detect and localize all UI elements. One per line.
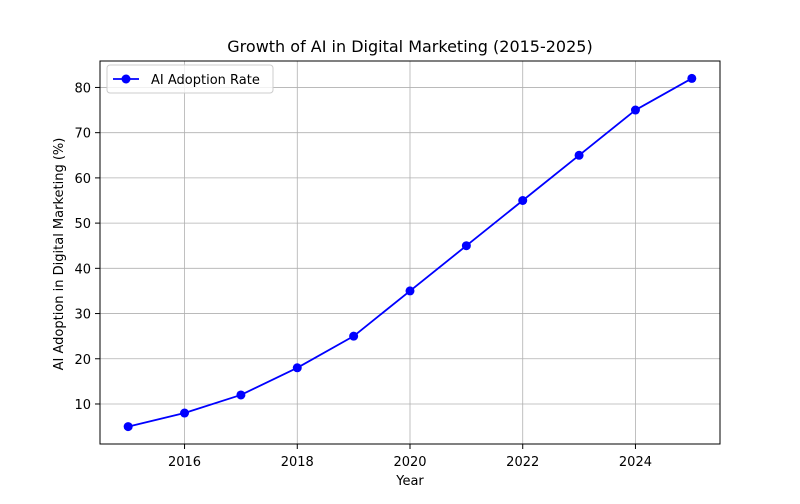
data-point (292, 363, 302, 373)
y-tick-label: 70 (74, 127, 91, 142)
grid (100, 61, 720, 444)
x-tick-label: 2022 (506, 455, 539, 470)
data-point (123, 422, 133, 432)
data-point (574, 150, 584, 160)
data-point (518, 195, 528, 205)
axes (95, 60, 721, 449)
y-tick-label: 30 (74, 308, 91, 323)
x-tick-label: 2024 (619, 455, 652, 470)
series (123, 73, 697, 432)
legend-box (106, 64, 274, 94)
tick-labels: 2016 2018 2020 2022 2024 10 20 30 40 50 60 70 80 (74, 81, 652, 470)
y-tick-label: 80 (74, 81, 91, 96)
y-tick-label: 50 (74, 217, 91, 232)
legend-marker-swatch (121, 74, 131, 84)
legend-label: AI Adoption Rate (151, 73, 260, 88)
x-axis-label: Year (395, 474, 424, 489)
data-point (180, 408, 190, 418)
data-point (349, 331, 359, 341)
x-tick-label: 2020 (393, 455, 426, 470)
data-point (461, 241, 471, 251)
chart-title: Growth of AI in Digital Marketing (2015-… (227, 37, 592, 56)
legend: AI Adoption Rate (106, 64, 274, 94)
data-point (687, 73, 697, 83)
x-tick-label: 2018 (281, 455, 314, 470)
y-tick-label: 10 (74, 398, 91, 413)
data-point (405, 286, 415, 296)
data-point (236, 390, 246, 400)
y-axis-label: AI Adoption in Digital Marketing (%) (52, 138, 67, 371)
y-tick-label: 60 (74, 172, 91, 187)
y-tick-label: 40 (74, 262, 91, 277)
x-tick-label: 2016 (168, 455, 201, 470)
y-tick-label: 20 (74, 353, 91, 368)
data-point (630, 105, 640, 115)
